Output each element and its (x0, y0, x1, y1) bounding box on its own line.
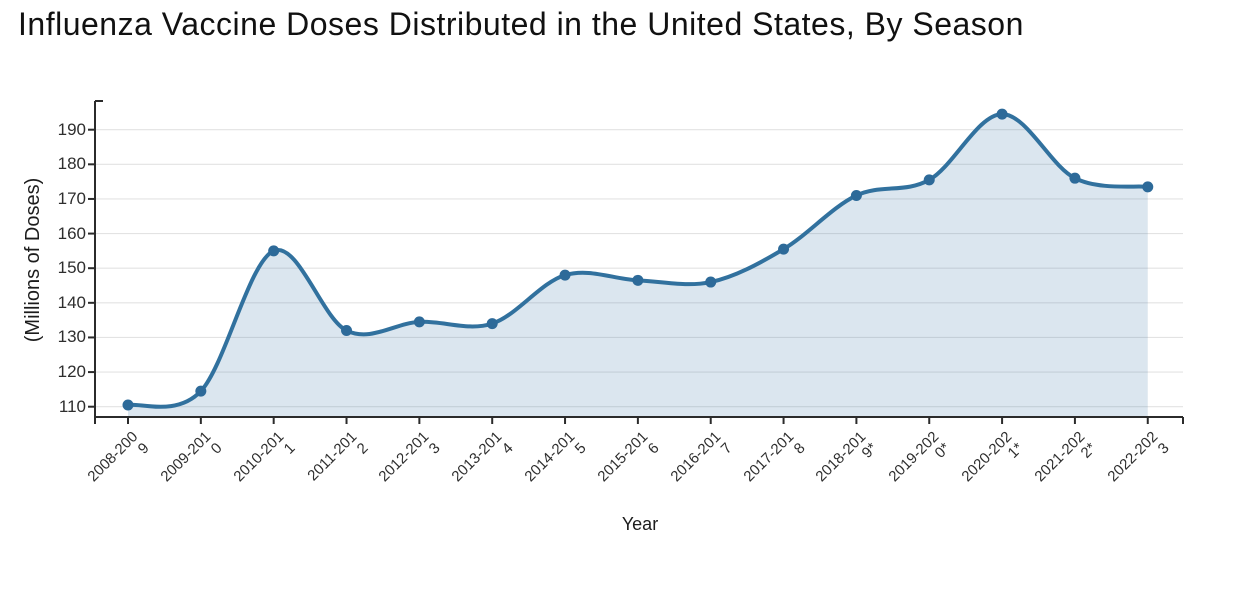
y-tick-label: 130 (57, 327, 86, 347)
y-tick-label: 140 (57, 292, 86, 312)
x-axis-title: Year (621, 514, 659, 534)
data-point-marker (122, 399, 134, 411)
data-point-marker (632, 274, 644, 286)
data-point-marker (923, 174, 935, 186)
y-axis-title: (Millions of Doses) (22, 177, 44, 343)
y-tick-label: 170 (57, 188, 86, 208)
data-point-marker (195, 385, 207, 397)
data-point-marker (486, 318, 498, 330)
y-tick-label: 180 (57, 154, 86, 174)
data-point-marker (1142, 181, 1154, 193)
y-tick-label: 120 (57, 362, 86, 382)
data-point-marker (705, 276, 717, 288)
data-point-marker (268, 245, 280, 257)
data-point-marker (413, 316, 425, 328)
data-point-marker (1069, 172, 1081, 184)
data-point-marker (778, 243, 790, 255)
y-tick-label: 110 (58, 396, 86, 416)
data-point-marker (559, 269, 571, 281)
chart-canvas (88, 100, 1184, 424)
y-tick-label: 190 (57, 119, 86, 139)
area-fill (128, 114, 1148, 418)
data-point-marker (850, 189, 862, 201)
y-tick-label: 160 (57, 223, 86, 243)
data-point-marker (996, 108, 1008, 120)
data-point-marker (341, 325, 353, 337)
y-tick-label: 150 (57, 258, 86, 278)
influenza-doses-chart: 110 120 130 140 150 160 170 180 190 2008-200 9 20… (22, 100, 1184, 534)
chart-title: Influenza Vaccine Doses Distributed in t… (18, 6, 1024, 42)
